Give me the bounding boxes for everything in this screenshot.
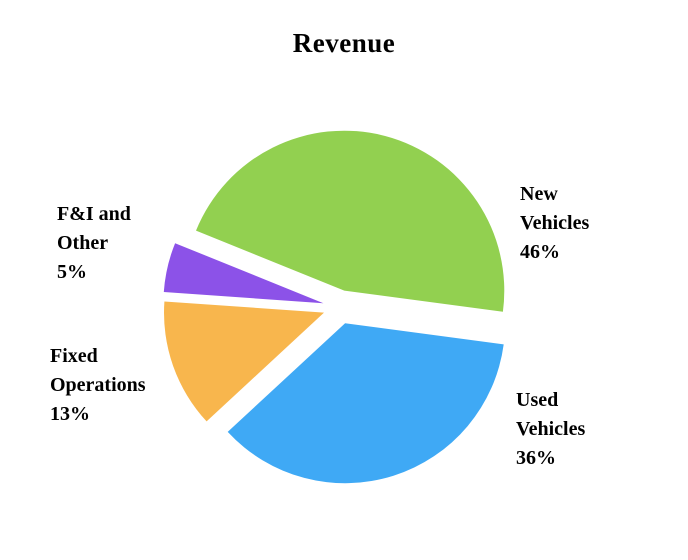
pie-slice-new-vehicles xyxy=(196,130,505,312)
pie-slice-fixed-operations xyxy=(164,301,324,422)
chart-title: Revenue xyxy=(292,28,396,58)
pie-slice-fi-and-other xyxy=(163,243,324,304)
pie-slice-used-vehicles xyxy=(227,323,504,484)
